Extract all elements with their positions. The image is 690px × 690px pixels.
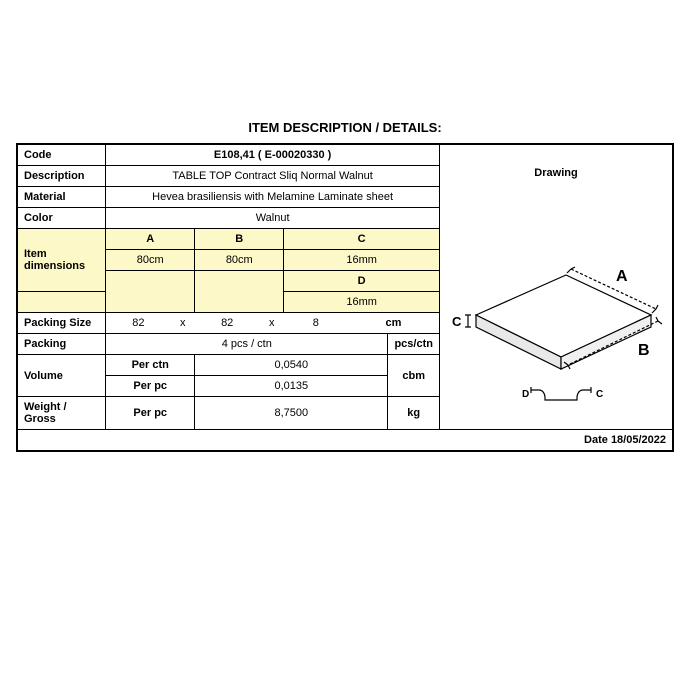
dim-label-C: C <box>452 314 462 329</box>
value-material: Hevea brasiliensis with Melamine Laminat… <box>106 187 440 208</box>
row-code: Code E108,41 ( E-00020330 ) Drawing <box>18 145 673 166</box>
pack-l: 82 <box>106 313 171 334</box>
value-code: E108,41 ( E-00020330 ) <box>106 145 440 166</box>
date-cell: Date 18/05/2022 <box>18 430 673 451</box>
wt-unit: kg <box>388 397 440 430</box>
dim-label-B: B <box>638 342 650 359</box>
pack-unit: cm <box>348 313 440 334</box>
pack-sep1: x <box>171 313 195 334</box>
drawing-svg: A B C D C <box>446 195 666 425</box>
dim-header-B: B <box>195 229 284 250</box>
label-item-dimensions: Item dimensions <box>18 229 106 292</box>
packing-unit: pcs/ctn <box>388 334 440 355</box>
label-code: Code <box>18 145 106 166</box>
date-prefix: Date <box>584 434 608 446</box>
dim-blank-2 <box>195 271 284 313</box>
spec-table: Code E108,41 ( E-00020330 ) Drawing <box>17 144 673 451</box>
dim-blank-1 <box>106 271 195 313</box>
value-color: Walnut <box>106 208 440 229</box>
vol-unit: cbm <box>388 355 440 397</box>
label-volume: Volume <box>18 355 106 397</box>
drawing-header: Drawing <box>446 149 666 185</box>
vol-per-ctn-label: Per ctn <box>106 355 195 376</box>
vol-per-ctn: 0,0540 <box>195 355 388 376</box>
wt-per-pc: 8,7500 <box>195 397 388 430</box>
dim-label-D: D <box>522 389 529 400</box>
label-description: Description <box>18 166 106 187</box>
dim-blank-0 <box>18 292 106 313</box>
label-packing: Packing <box>18 334 106 355</box>
dim-header-A: A <box>106 229 195 250</box>
pack-sep2: x <box>260 313 284 334</box>
dim-C: 16mm <box>284 250 440 271</box>
date-value: 18/05/2022 <box>611 434 666 446</box>
dim-header-D: D <box>284 271 440 292</box>
dim-B: 80cm <box>195 250 284 271</box>
dim-D: 16mm <box>284 292 440 313</box>
dim-A: 80cm <box>106 250 195 271</box>
label-weight: Weight / Gross <box>18 397 106 430</box>
vol-per-pc: 0,0135 <box>195 376 388 397</box>
label-packing-size: Packing Size <box>18 313 106 334</box>
value-description: TABLE TOP Contract Sliq Normal Walnut <box>106 166 440 187</box>
wt-per-pc-label: Per pc <box>106 397 195 430</box>
dim-label-C2: C <box>596 389 603 400</box>
page-title: ITEM DESCRIPTION / DETAILS: <box>0 120 690 135</box>
pack-w: 82 <box>195 313 260 334</box>
label-material: Material <box>18 187 106 208</box>
vol-per-pc-label: Per pc <box>106 376 195 397</box>
row-date: Date 18/05/2022 <box>18 430 673 451</box>
dim-header-C: C <box>284 229 440 250</box>
pack-h: 8 <box>284 313 348 334</box>
spec-sheet: Code E108,41 ( E-00020330 ) Drawing <box>16 143 674 452</box>
dim-label-A: A <box>616 268 628 285</box>
packing-value: 4 pcs / ctn <box>106 334 388 355</box>
drawing-cell: Drawing <box>440 145 673 430</box>
label-color: Color <box>18 208 106 229</box>
